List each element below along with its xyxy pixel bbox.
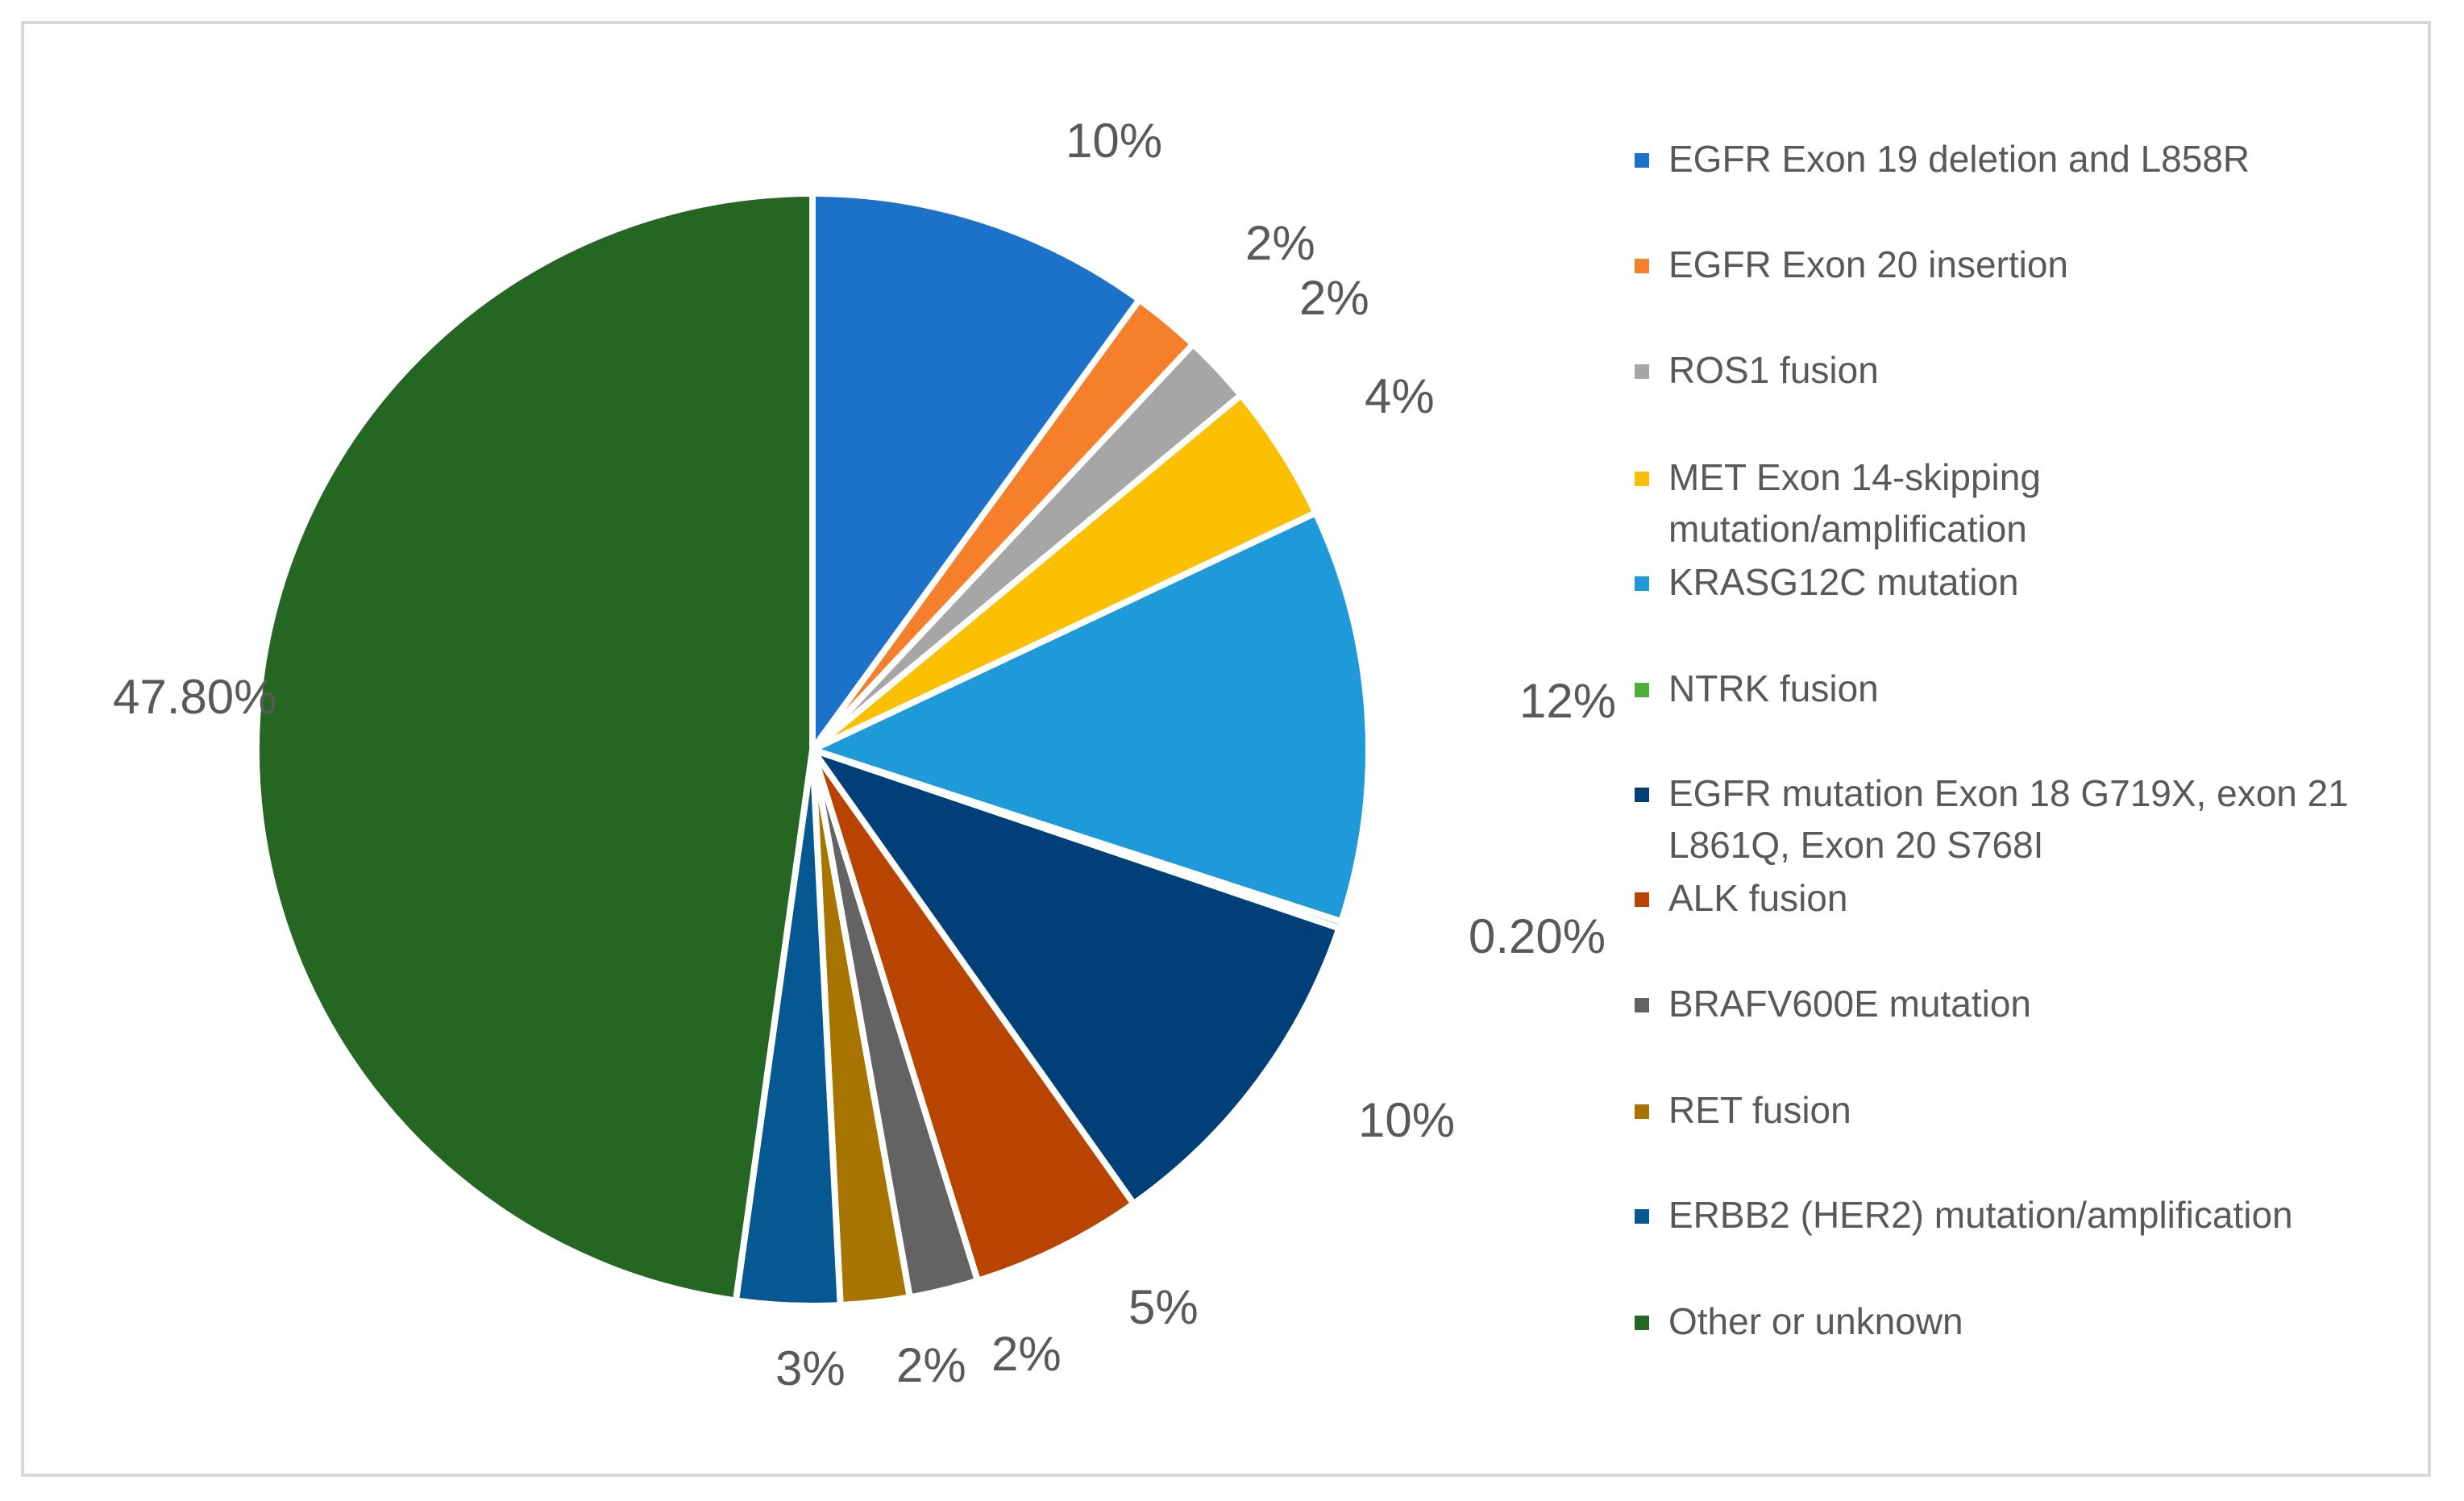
data-label: 2% bbox=[1245, 216, 1315, 270]
pie-slice bbox=[809, 746, 1137, 1284]
legend-label: KRASG12C mutation bbox=[1668, 561, 2019, 603]
legend-swatch bbox=[1635, 259, 1649, 273]
pie-data-labels: 10%2%2%4%12%0.20%10%5%2%2%3%47.80% bbox=[113, 114, 1616, 1395]
legend-label: ALK fusion bbox=[1668, 877, 1848, 919]
legend-item: Other or unknown bbox=[1635, 1295, 2408, 1347]
legend-label: BRAFV600E mutation bbox=[1668, 983, 2032, 1025]
pie-slice bbox=[809, 509, 1372, 925]
legend-label: ERBB2 (HER2) mutation/amplification bbox=[1668, 1194, 2293, 1236]
data-label: 2% bbox=[1299, 271, 1369, 325]
data-label: 3% bbox=[775, 1341, 846, 1395]
legend-swatch bbox=[1635, 1209, 1649, 1224]
legend-swatch bbox=[1635, 364, 1649, 379]
data-label: 4% bbox=[1365, 369, 1435, 423]
data-label: 5% bbox=[1128, 1280, 1199, 1334]
legend-swatch bbox=[1635, 472, 1649, 486]
legend-swatch bbox=[1635, 1316, 1649, 1330]
legend-label: NTRK fusion bbox=[1668, 667, 1879, 709]
data-label: 47.80% bbox=[113, 670, 277, 724]
legend-item: KRASG12C mutation bbox=[1635, 556, 2408, 608]
legend-item: NTRK fusion bbox=[1635, 663, 2408, 714]
legend-swatch bbox=[1635, 683, 1649, 697]
legend-item: ALK fusion bbox=[1635, 872, 2408, 924]
legend-label: RET fusion bbox=[1668, 1089, 1851, 1131]
legend-label: ROS1 fusion bbox=[1668, 349, 1879, 391]
legend-item: EGFR Exon 19 deletion and L858R bbox=[1635, 133, 2408, 185]
legend-swatch bbox=[1635, 1104, 1649, 1119]
legend-swatch bbox=[1635, 998, 1649, 1012]
pie-slice bbox=[809, 746, 1343, 1208]
legend-swatch bbox=[1635, 576, 1649, 591]
legend-item: ROS1 fusion bbox=[1635, 344, 2408, 396]
legend-label: MET Exon 14-skipping mutation/amplificat… bbox=[1668, 456, 2041, 550]
legend-label: Other or unknown bbox=[1668, 1300, 1963, 1342]
data-label: 2% bbox=[991, 1327, 1062, 1381]
legend-item: EGFR mutation Exon 18 G719X, exon 21 L86… bbox=[1635, 767, 2408, 871]
legend-swatch bbox=[1635, 788, 1649, 802]
legend-label: EGFR Exon 20 insertion bbox=[1668, 243, 2069, 285]
legend-item: EGFR Exon 20 insertion bbox=[1635, 239, 2408, 290]
legend-item: BRAFV600E mutation bbox=[1635, 978, 2408, 1029]
legend-item: ERBB2 (HER2) mutation/amplification bbox=[1635, 1189, 2408, 1241]
data-label: 12% bbox=[1519, 674, 1616, 728]
legend-label: EGFR Exon 19 deletion and L858R bbox=[1668, 138, 2250, 180]
legend-swatch bbox=[1635, 892, 1649, 907]
pie-slice bbox=[253, 190, 816, 1304]
legend-label: EGFR mutation Exon 18 G719X, exon 21 L86… bbox=[1668, 772, 2349, 866]
data-label: 0.20% bbox=[1469, 909, 1606, 963]
pie-slice bbox=[809, 190, 1143, 753]
data-label: 2% bbox=[896, 1338, 966, 1392]
data-label: 10% bbox=[1066, 114, 1162, 168]
legend-item: RET fusion bbox=[1635, 1084, 2408, 1136]
legend-item: MET Exon 14-skipping mutation/amplificat… bbox=[1635, 451, 2408, 555]
data-label: 10% bbox=[1358, 1093, 1455, 1147]
legend-swatch bbox=[1635, 153, 1649, 168]
pie-slices bbox=[253, 190, 1372, 1309]
